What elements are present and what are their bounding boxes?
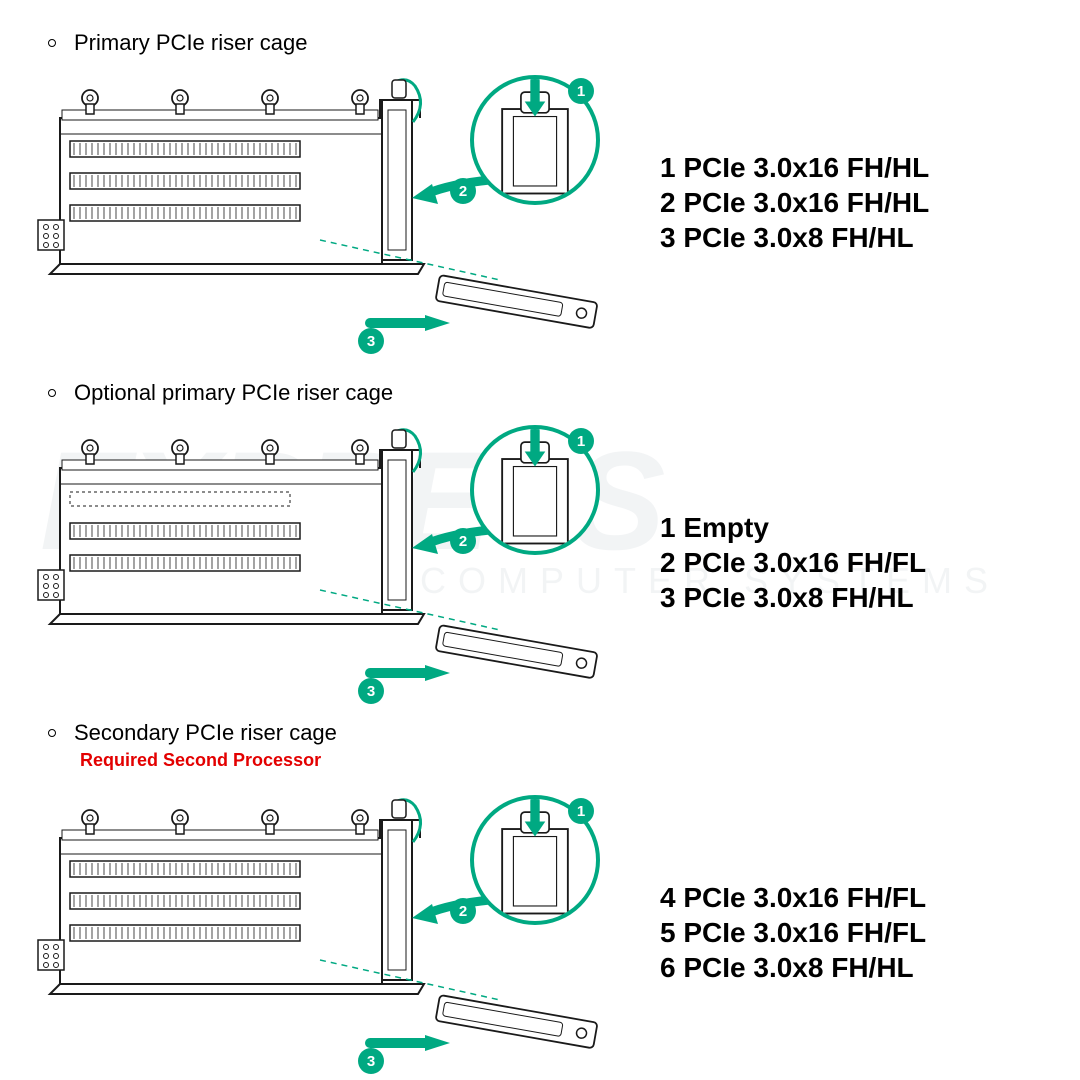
callout-badge: 2: [450, 178, 476, 204]
callout-badge: 3: [358, 328, 384, 354]
callout-badge: 3: [358, 678, 384, 704]
section-title: Primary PCIe riser cage: [74, 30, 308, 56]
spec-line: 3 PCIe 3.0x8 FH/HL: [660, 220, 929, 255]
callout-badge: 1: [568, 78, 594, 104]
section-header: Primary PCIe riser cage: [0, 30, 1080, 56]
section-title: Optional primary PCIe riser cage: [74, 380, 393, 406]
section-subtitle: Required Second Processor: [0, 750, 1080, 771]
section-header: Secondary PCIe riser cage: [0, 720, 1080, 746]
section-0: Primary PCIe riser cage: [0, 30, 1080, 56]
spec-line: 6 PCIe 3.0x8 FH/HL: [660, 950, 926, 985]
spec-line: 4 PCIe 3.0x16 FH/FL: [660, 880, 926, 915]
spec-list: 1 Empty2 PCIe 3.0x16 FH/FL3 PCIe 3.0x8 F…: [660, 510, 926, 615]
callout-badge: 3: [358, 1048, 384, 1074]
spec-line: 1 PCIe 3.0x16 FH/HL: [660, 150, 929, 185]
bullet-icon: [48, 729, 56, 737]
section-2: Secondary PCIe riser cage Required Second…: [0, 720, 1080, 771]
bullet-icon: [48, 389, 56, 397]
section-header: Optional primary PCIe riser cage: [0, 380, 1080, 406]
spec-list: 1 PCIe 3.0x16 FH/HL2 PCIe 3.0x16 FH/HL3 …: [660, 150, 929, 255]
callout-badge: 2: [450, 898, 476, 924]
spec-line: 1 Empty: [660, 510, 926, 545]
callout-badge: 1: [568, 428, 594, 454]
bullet-icon: [48, 39, 56, 47]
spec-line: 5 PCIe 3.0x16 FH/FL: [660, 915, 926, 950]
spec-line: 2 PCIe 3.0x16 FH/HL: [660, 185, 929, 220]
section-title: Secondary PCIe riser cage: [74, 720, 337, 746]
callout-badge: 2: [450, 528, 476, 554]
spec-list: 4 PCIe 3.0x16 FH/FL5 PCIe 3.0x16 FH/FL6 …: [660, 880, 926, 985]
spec-line: 3 PCIe 3.0x8 FH/HL: [660, 580, 926, 615]
spec-line: 2 PCIe 3.0x16 FH/FL: [660, 545, 926, 580]
callout-badge: 1: [568, 798, 594, 824]
section-1: Optional primary PCIe riser cage: [0, 380, 1080, 406]
